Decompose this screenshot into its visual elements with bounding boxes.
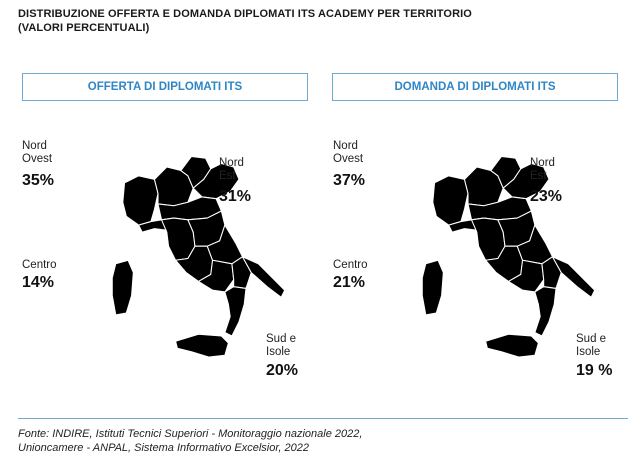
domanda-centro-label: Centro <box>333 259 368 272</box>
label-line: Isole <box>266 346 291 358</box>
offerta-nord-ovest-value: 35% <box>22 172 55 189</box>
chart-title-line2: (VALORI PERCENTUALI) <box>18 22 150 34</box>
domanda-sud-isole-label: Sud e Isole <box>576 333 606 359</box>
domanda-sud-isole-value: 19 % <box>576 362 613 379</box>
label-line: Nord <box>530 157 555 169</box>
label-line: Nord <box>333 140 358 152</box>
label-line: Isole <box>576 346 601 358</box>
offerta-centro-label: Centro <box>22 259 57 272</box>
chart-title-line1: DISTRIBUZIONE OFFERTA E DOMANDA DIPLOMAT… <box>18 8 472 20</box>
domanda-regions <box>421 155 596 358</box>
label-line: Centro <box>333 259 368 271</box>
offerta-panel-header: OFFERTA DI DIPLOMATI ITS <box>22 73 308 101</box>
footer-divider <box>18 418 628 419</box>
domanda-centro-value: 21% <box>333 274 366 291</box>
chart-title: DISTRIBUZIONE OFFERTA E DOMANDA DIPLOMAT… <box>18 7 472 35</box>
source-note: Fonte: INDIRE, Istituti Tecnici Superior… <box>18 427 362 455</box>
offerta-nord-est-label: Nord Est <box>219 157 244 183</box>
offerta-sud-isole-label: Sud e Isole <box>266 333 296 359</box>
offerta-italy-map: .m1 .r-no-a{fill:#7fb1dd}.m1 .r-no-b{fil… <box>111 155 286 358</box>
label-line: Nord <box>22 140 47 152</box>
domanda-italy-map: .m2 .r-no-a{fill:#7fb1dd}.m2 .r-no-b{fil… <box>421 155 596 358</box>
label-line: Nord <box>219 157 244 169</box>
domanda-nord-est-label: Nord Est <box>530 157 555 183</box>
label-line: Sud e <box>266 333 297 345</box>
offerta-centro-value: 14% <box>22 274 55 291</box>
domanda-nord-ovest-label: Nord Ovest <box>333 140 363 166</box>
source-line2: Unioncamere - ANPAL, Sistema Informativo… <box>18 442 310 454</box>
domanda-nord-est-value: 23% <box>530 188 563 205</box>
label-line: Est <box>530 170 547 182</box>
domanda-panel-header: DOMANDA DI DIPLOMATI ITS <box>332 73 618 101</box>
offerta-nord-ovest-label: Nord Ovest <box>22 140 52 166</box>
offerta-regions <box>111 155 286 358</box>
offerta-sud-isole-value: 20% <box>266 362 299 379</box>
label-line: Ovest <box>22 153 53 165</box>
source-line1: Fonte: INDIRE, Istituti Tecnici Superior… <box>18 428 363 440</box>
domanda-nord-ovest-value: 37% <box>333 172 366 189</box>
offerta-nord-est-value: 31% <box>219 188 252 205</box>
label-line: Sud e <box>576 333 607 345</box>
label-line: Centro <box>22 259 57 271</box>
label-line: Est <box>219 170 236 182</box>
label-line: Ovest <box>333 153 364 165</box>
